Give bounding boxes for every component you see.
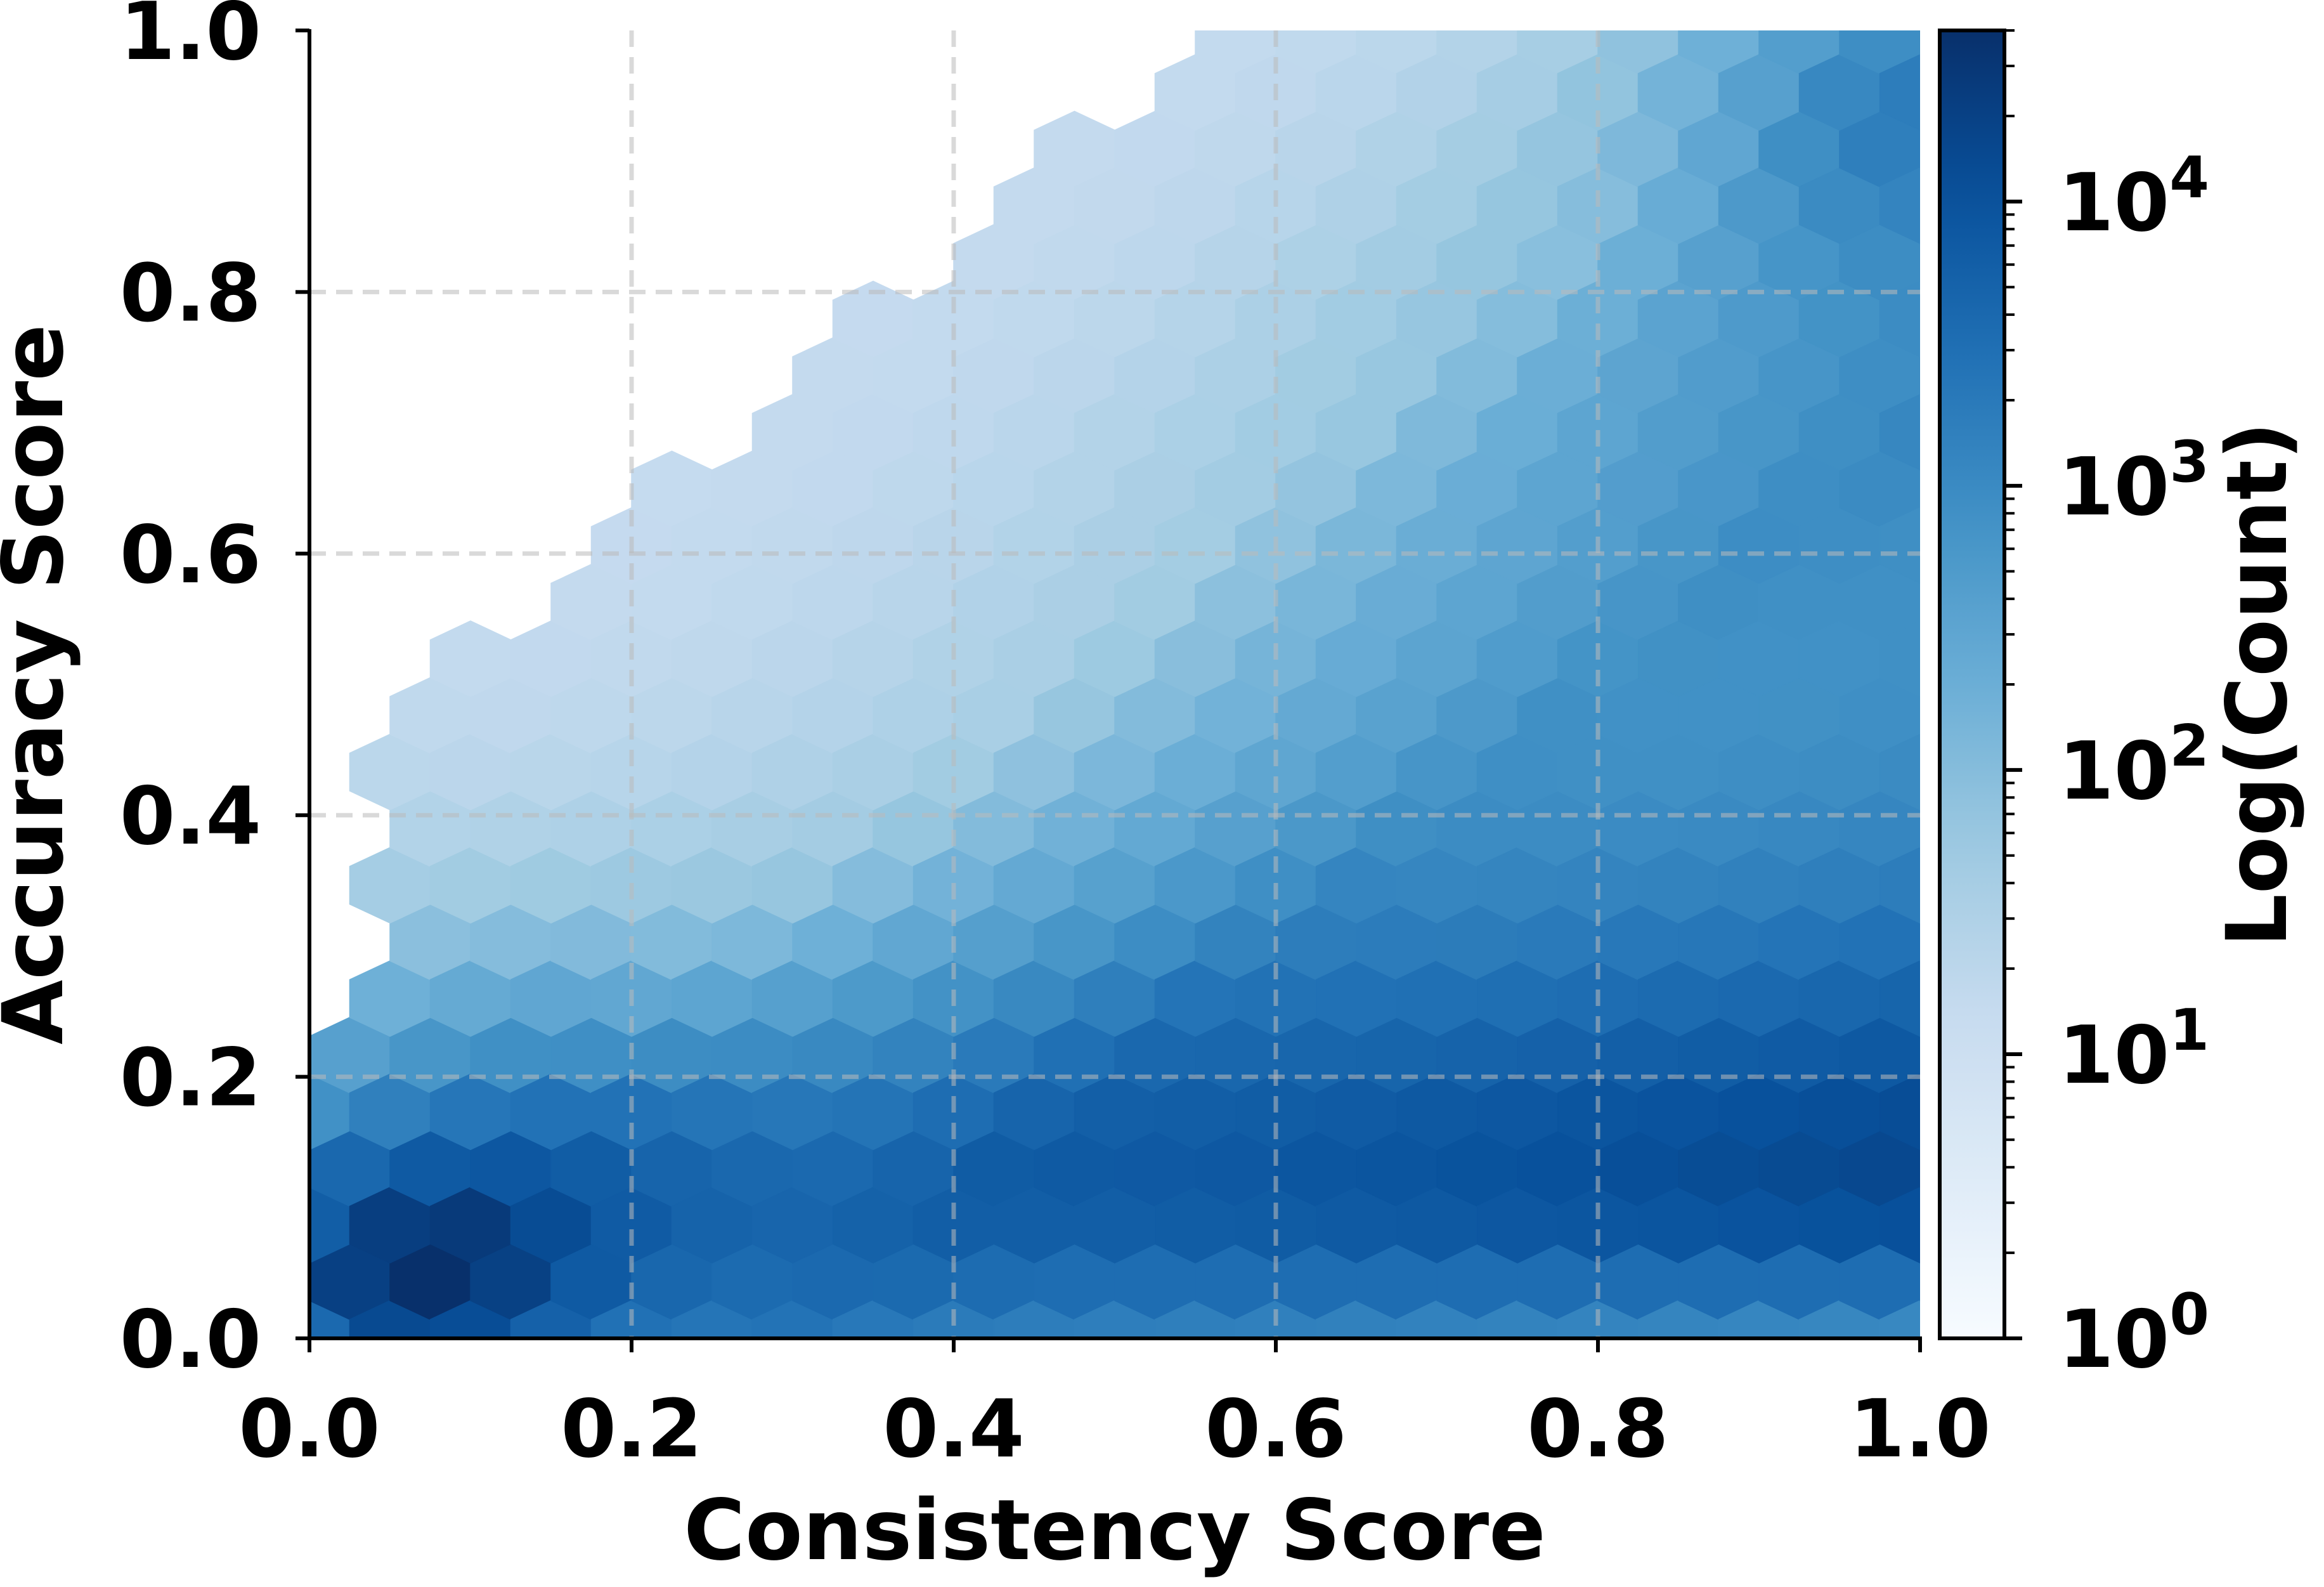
hexbin-cell — [1759, 1357, 1840, 1433]
hexbin-cell — [1879, 280, 1920, 358]
colorbar-gradient — [1940, 30, 2004, 1338]
hexbin-cell — [1839, 30, 1920, 74]
x-axis-label: Consistency Score — [684, 1482, 1545, 1579]
x-tick-label: 0.4 — [883, 1382, 1024, 1475]
y-tick-label: 1.0 — [120, 0, 261, 78]
hexbin-cell — [1879, 847, 1920, 924]
colorbar-tick-label: 103 — [2058, 429, 2209, 533]
y-tick-label: 0.4 — [120, 769, 261, 863]
hexbin-cell — [1879, 507, 1920, 584]
hexbin-cell — [1879, 1073, 1920, 1151]
hexbin-cell — [1316, 0, 1397, 17]
grid-lines — [309, 30, 1920, 1338]
hexbin-cell — [1437, 1357, 1517, 1433]
hexbin-cell — [793, 1357, 873, 1433]
y-tick-label: 0.6 — [120, 508, 261, 601]
colorbar: 100 101 102 103 104 Log(Count) — [1938, 29, 2306, 1386]
hexbin-cell — [431, 1414, 511, 1489]
hexbin-cell — [1880, 0, 1961, 17]
y-tick-label: 0.0 — [120, 1293, 261, 1386]
x-ticks: 0.0 0.2 0.4 0.6 0.8 1.0 — [238, 1338, 1991, 1475]
hexbin-cell — [1879, 167, 1920, 244]
colorbar-ticks: 100 101 102 103 104 — [2004, 29, 2209, 1386]
hexbin-cell — [1236, 0, 1316, 17]
hexbin-cell — [1719, 0, 1800, 17]
hexbin-cell — [309, 1300, 351, 1338]
y-ticks: 0.0 0.2 0.4 0.6 0.8 1.0 — [120, 0, 309, 1386]
axes — [308, 29, 1922, 1340]
hexbin-cell — [1034, 1357, 1115, 1433]
hexbin-cell — [1879, 394, 1920, 471]
hexbin-cell — [1397, 0, 1477, 17]
x-tick-label: 0.2 — [561, 1382, 702, 1475]
hexbin-cell — [1356, 1357, 1437, 1433]
hexbin-cell — [712, 1357, 793, 1433]
hexbin-cell — [1558, 0, 1639, 17]
hexbin-cell — [390, 1357, 471, 1433]
hexbin-cell — [1477, 0, 1558, 17]
hexbin-cell — [1678, 1357, 1759, 1433]
hexbin-cell — [1397, 1414, 1477, 1489]
hexbin-cell — [1961, 0, 2041, 17]
hexbin-cell — [1800, 0, 1880, 17]
x-tick-label: 0.6 — [1205, 1382, 1346, 1475]
hexbin-cell — [1879, 960, 1920, 1037]
hexbin-cell — [1879, 620, 1920, 697]
hexbin-cell — [1879, 54, 1920, 131]
hexbin-cell — [1879, 1300, 1920, 1338]
y-tick-label: 0.2 — [120, 1031, 261, 1125]
hexbin-cell — [1719, 1414, 1800, 1489]
hexbin-cell — [1879, 1187, 1920, 1264]
hexbin-cell — [1115, 1357, 1195, 1433]
x-tick-label: 0.8 — [1527, 1382, 1668, 1475]
hexbin-cell — [309, 1149, 310, 1188]
x-tick-label: 0.0 — [238, 1382, 380, 1475]
x-tick-label: 1.0 — [1849, 1382, 1990, 1475]
hexbin-cell — [189, 1187, 269, 1263]
colorbar-tick-label: 102 — [2058, 713, 2209, 818]
colorbar-tick-label: 100 — [2058, 1281, 2209, 1386]
y-tick-label: 0.8 — [120, 246, 261, 339]
hexbin-cell — [753, 1414, 833, 1489]
hexbin-cell — [471, 1357, 551, 1433]
colorbar-tick-label: 104 — [2058, 145, 2209, 249]
colorbar-tick-label: 101 — [2058, 997, 2209, 1102]
hexbin-cell — [1879, 733, 1920, 811]
y-axis-label: Accuracy Score — [0, 324, 82, 1045]
hexbin-layer — [189, 0, 2041, 1489]
colorbar-label: Log(Count) — [2209, 422, 2306, 948]
hexbin-cell — [1075, 1414, 1155, 1489]
hexbin-cell — [1639, 0, 1719, 17]
